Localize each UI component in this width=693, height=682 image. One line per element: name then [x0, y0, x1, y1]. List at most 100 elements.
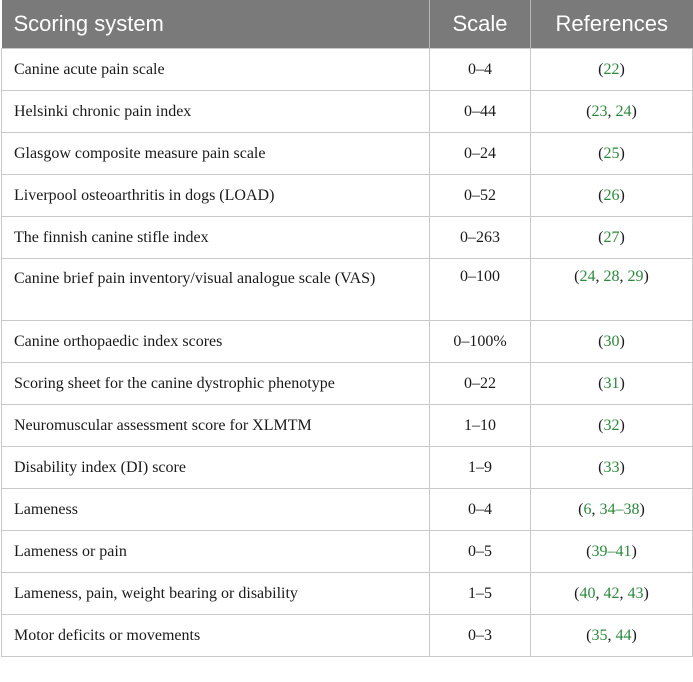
reference-link[interactable]: 42: [603, 584, 620, 602]
scale-value: 0–52: [429, 174, 531, 217]
scale-value: 0–4: [429, 48, 531, 91]
references-cell: (32): [530, 404, 693, 447]
table-row: Lameness, pain, weight bearing or disabi…: [1, 572, 693, 615]
paren-open: (: [586, 102, 592, 120]
references-cell: (30): [530, 320, 693, 363]
paren-open: (: [598, 60, 604, 78]
table-row: Lameness or pain 0–5 (39–41): [1, 530, 693, 573]
scale-value: 0–24: [429, 132, 531, 175]
references-cell: (23, 24): [530, 90, 693, 133]
paren-open: (: [598, 416, 604, 434]
scoring-system-name: Motor deficits or movements: [1, 614, 430, 657]
scoring-system-name: Canine acute pain scale: [1, 48, 430, 91]
paren-open: (: [598, 374, 604, 392]
reference-link[interactable]: 39–41: [591, 542, 632, 560]
scoring-system-name: Liverpool osteoarthritis in dogs (LOAD): [1, 174, 430, 217]
paren-close: ): [619, 228, 625, 246]
reference-link[interactable]: 44: [615, 626, 632, 644]
table-row: Canine brief pain inventory/visual analo…: [1, 258, 693, 321]
references-cell: (24, 28, 29): [530, 258, 693, 321]
scale-value: 0–5: [429, 530, 531, 573]
references-cell: (27): [530, 216, 693, 259]
paren-open: (: [598, 228, 604, 246]
paren-close: ): [619, 374, 625, 392]
table-row: The finnish canine stifle index 0–263 (27): [1, 216, 693, 259]
scoring-system-name: Canine brief pain inventory/visual analo…: [1, 258, 430, 321]
table-row: Canine orthopaedic index scores 0–100% (30…: [1, 320, 693, 363]
reference-link[interactable]: 30: [603, 332, 620, 350]
paren-close: ): [631, 626, 637, 644]
header-scoring-system: Scoring system: [1, 0, 430, 49]
table-row: Liverpool osteoarthritis in dogs (LOAD) 0…: [1, 174, 693, 217]
ref-separator: ,: [607, 626, 616, 644]
table-row: Lameness 0–4 (6, 34–38): [1, 488, 693, 531]
reference-link[interactable]: 23: [591, 102, 608, 120]
table-row: Scoring sheet for the canine dystrophic …: [1, 362, 693, 405]
scale-value: 0–100: [429, 258, 531, 321]
reference-link[interactable]: 25: [603, 144, 620, 162]
references-cell: (39–41): [530, 530, 693, 573]
scoring-system-name: Lameness or pain: [1, 530, 430, 573]
paren-close: ): [631, 542, 637, 560]
reference-link[interactable]: 27: [603, 228, 620, 246]
paren-close: ): [619, 144, 625, 162]
scale-value: 0–44: [429, 90, 531, 133]
scoring-system-name: Disability index (DI) score: [1, 446, 430, 489]
scale-value: 0–22: [429, 362, 531, 405]
references-cell: (35, 44): [530, 614, 693, 657]
scoring-system-name: Neuromuscular assessment score for XLMTM: [1, 404, 430, 447]
references-cell: (6, 34–38): [530, 488, 693, 531]
scale-value: 0–4: [429, 488, 531, 531]
references-cell: (33): [530, 446, 693, 489]
scoring-system-name: Lameness, pain, weight bearing or disabi…: [1, 572, 430, 615]
header-row: Scoring system Scale References: [1, 0, 693, 49]
table-body: Canine acute pain scale 0–4 (22) Helsinki c…: [1, 48, 693, 657]
reference-link[interactable]: 26: [603, 186, 620, 204]
reference-link[interactable]: 24: [615, 102, 632, 120]
paren-close: ): [643, 268, 649, 285]
header-scale: Scale: [429, 0, 531, 49]
scale-value: 0–263: [429, 216, 531, 259]
table-row: Canine acute pain scale 0–4 (22): [1, 48, 693, 91]
scale-value: 1–5: [429, 572, 531, 615]
ref-separator: ,: [591, 500, 600, 518]
references-cell: (25): [530, 132, 693, 175]
reference-link[interactable]: 33: [603, 458, 620, 476]
scoring-system-name: Helsinki chronic pain index: [1, 90, 430, 133]
table-row: Neuromuscular assessment score for XLMTM…: [1, 404, 693, 447]
scoring-system-name: The finnish canine stifle index: [1, 216, 430, 259]
paren-open: (: [598, 186, 604, 204]
references-cell: (40, 42, 43): [530, 572, 693, 615]
scoring-systems-table: Scoring system Scale References Canine a…: [1, 0, 693, 657]
scoring-system-name: Canine orthopaedic index scores: [1, 320, 430, 363]
paren-close: ): [619, 332, 625, 350]
reference-link[interactable]: 29: [627, 268, 644, 285]
reference-link[interactable]: 40: [579, 584, 596, 602]
paren-open: (: [598, 332, 604, 350]
ref-separator: ,: [607, 102, 616, 120]
scale-value: 0–100%: [429, 320, 531, 363]
scoring-system-name: Glasgow composite measure pain scale: [1, 132, 430, 175]
reference-link[interactable]: 22: [603, 60, 620, 78]
references-cell: (22): [530, 48, 693, 91]
paren-close: ): [643, 584, 649, 602]
reference-link[interactable]: 24: [579, 268, 596, 285]
paren-close: ): [619, 60, 625, 78]
reference-link[interactable]: 6: [583, 500, 592, 518]
paren-close: ): [619, 186, 625, 204]
paren-open: (: [586, 626, 592, 644]
paren-close: ): [619, 416, 625, 434]
table-row: Motor deficits or movements 0–3 (35, 44): [1, 614, 693, 657]
reference-link[interactable]: 28: [603, 268, 620, 285]
table-row: Helsinki chronic pain index 0–44 (23, 24): [1, 90, 693, 133]
paren-close: ): [619, 458, 625, 476]
scale-value: 1–9: [429, 446, 531, 489]
reference-link[interactable]: 32: [603, 416, 620, 434]
paren-open: (: [586, 542, 592, 560]
reference-link[interactable]: 43: [627, 584, 644, 602]
scoring-system-name: Lameness: [1, 488, 430, 531]
reference-link[interactable]: 31: [603, 374, 620, 392]
table-header: Scoring system Scale References: [1, 0, 693, 49]
reference-link[interactable]: 34–38: [599, 500, 640, 518]
reference-link[interactable]: 35: [591, 626, 608, 644]
